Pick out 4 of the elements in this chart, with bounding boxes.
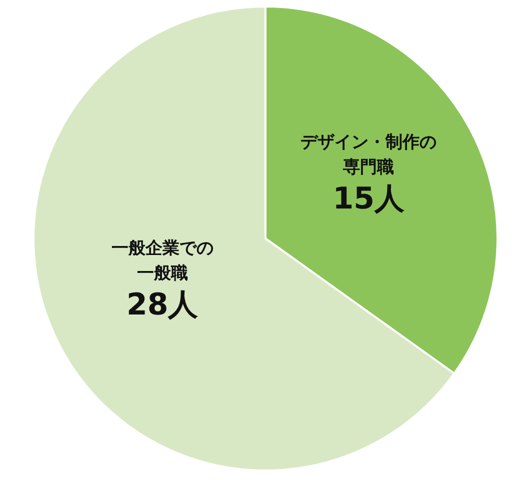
data-label: 15人 xyxy=(332,181,406,216)
slice-label: 一般企業での一般職 xyxy=(111,238,214,284)
data-label: 28人 xyxy=(126,288,200,323)
slice-label: デザイン・制作の専門職 xyxy=(300,132,437,178)
